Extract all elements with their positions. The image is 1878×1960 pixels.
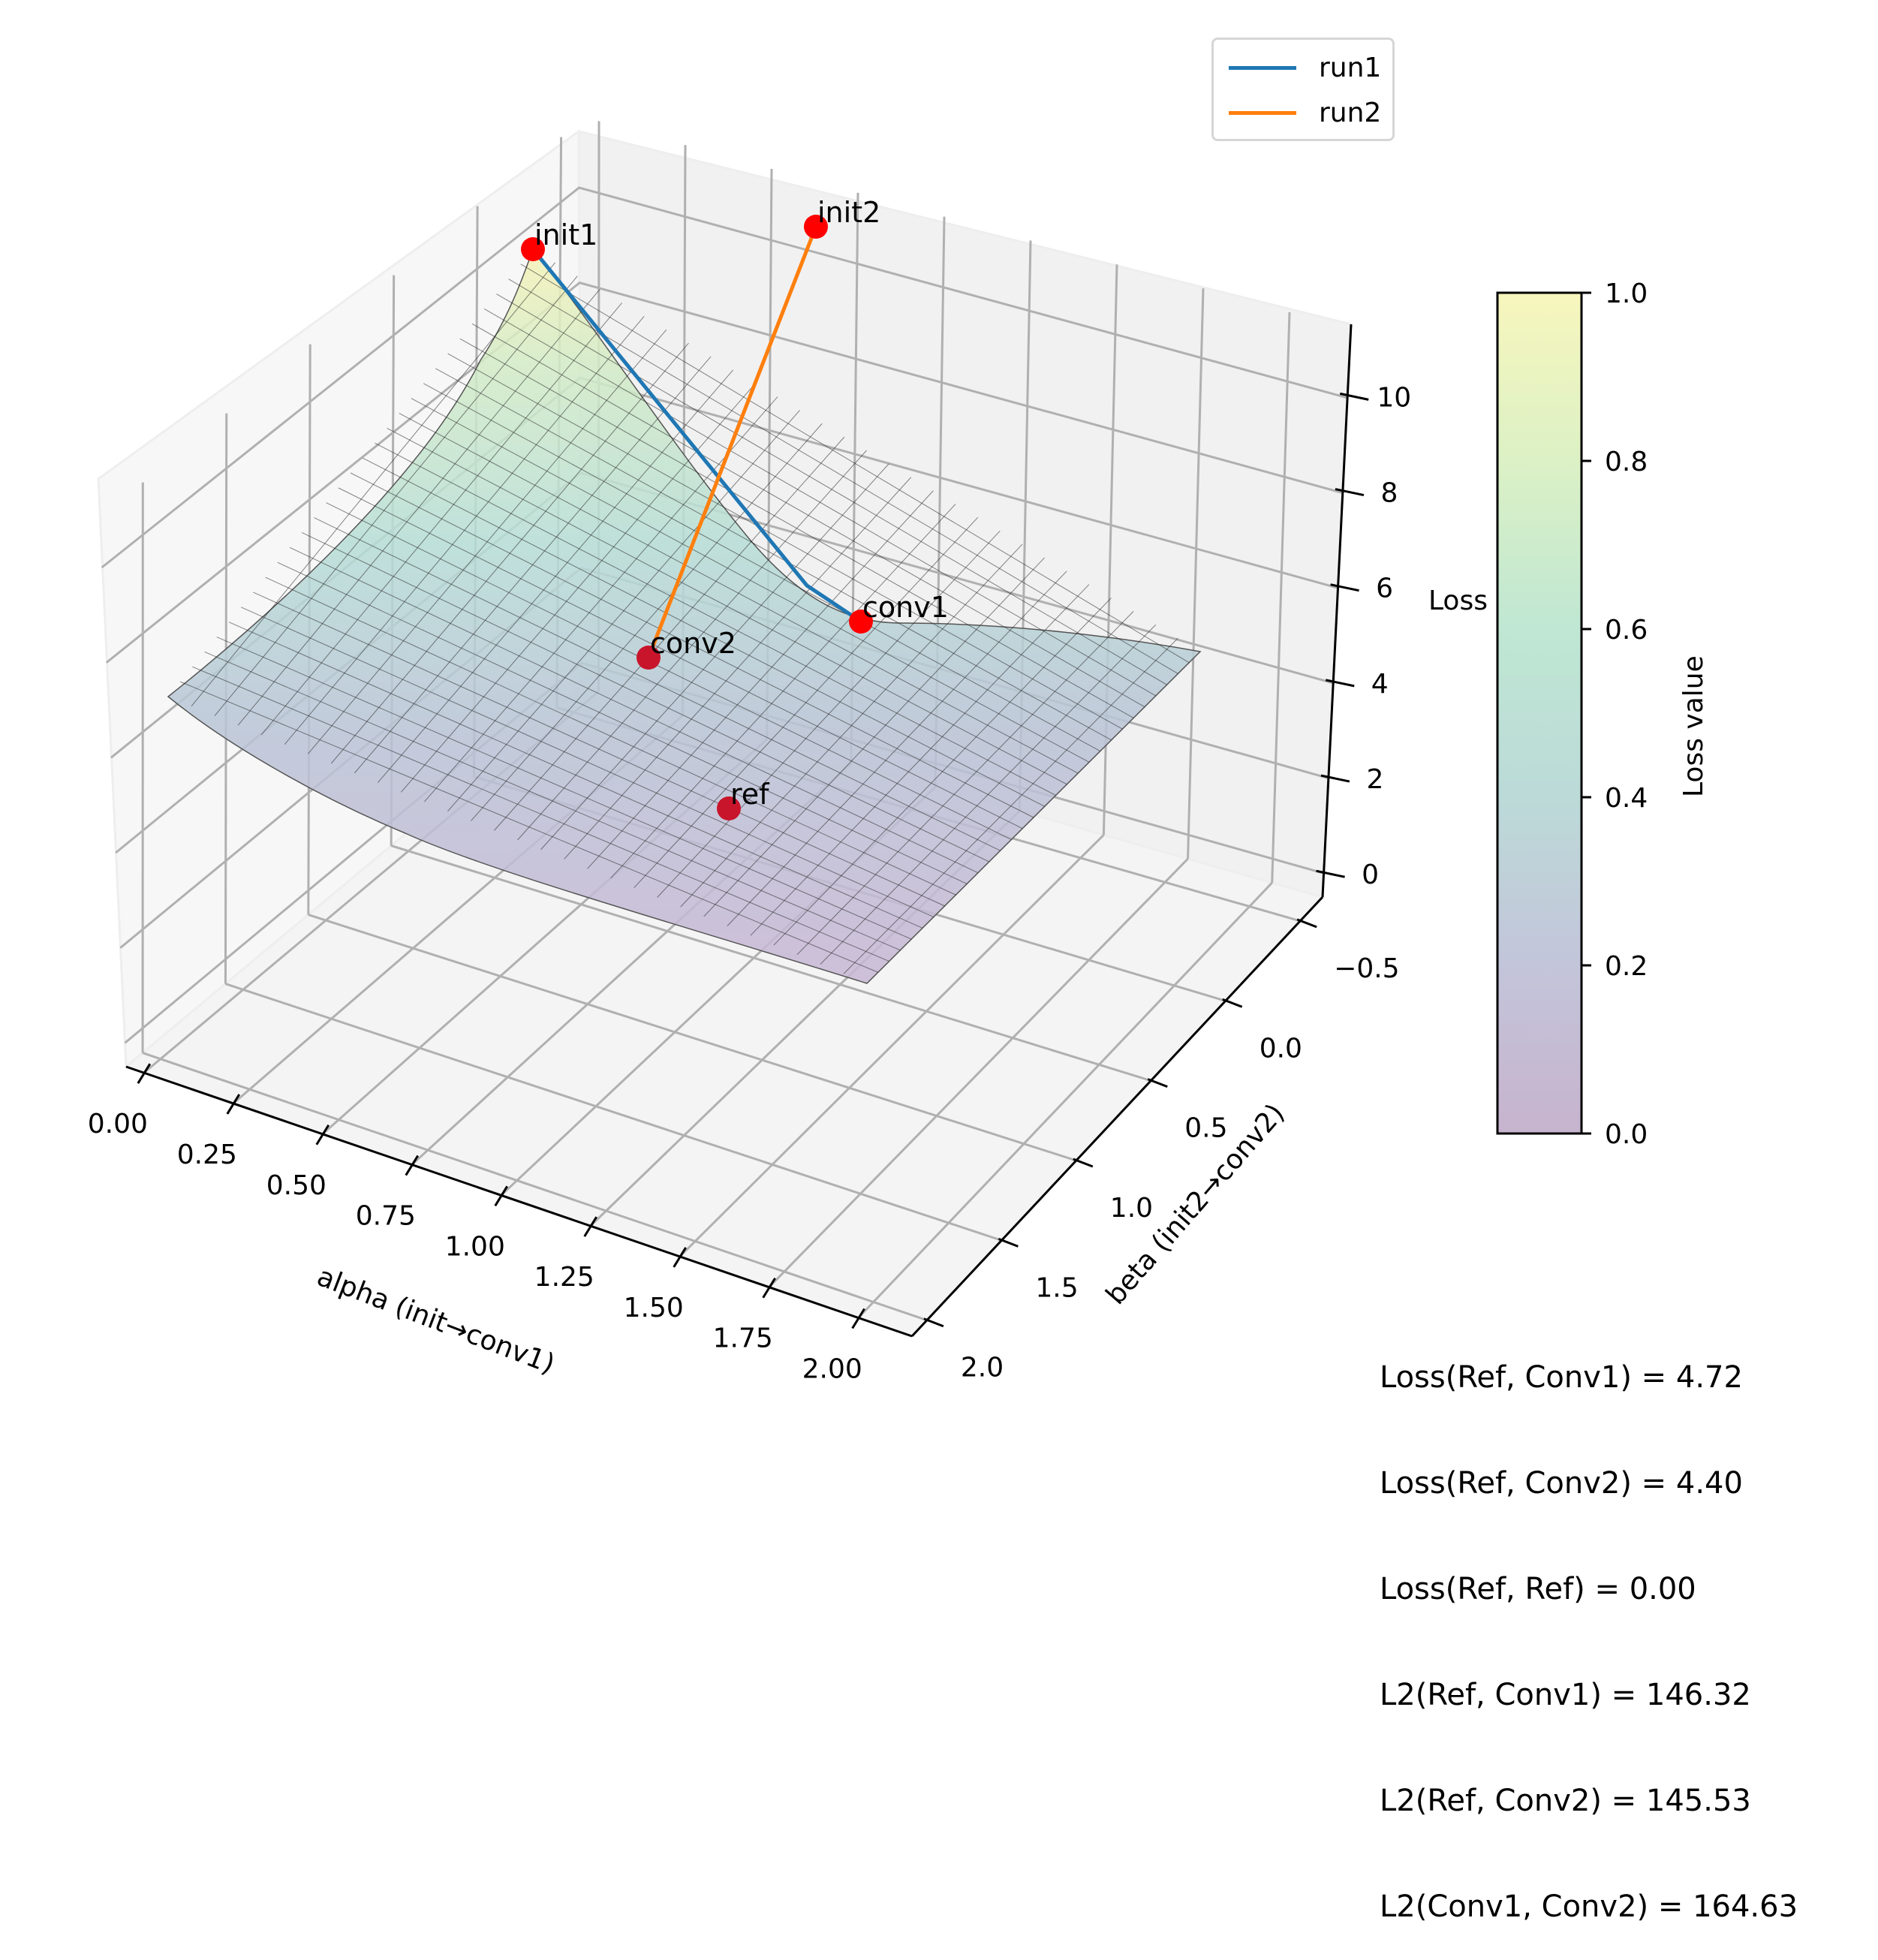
legend: run1 run2 (1211, 38, 1395, 141)
legend-entry-run1: run1 (1214, 49, 1381, 86)
z-axis-label: Loss (1428, 586, 1488, 616)
y-tick (1148, 1079, 1167, 1087)
stat-line: Loss(Ref, Conv2) = 4.40 (1380, 1466, 1798, 1501)
y-tick-label: 0.5 (1184, 1113, 1227, 1144)
legend-entry-run2: run2 (1214, 94, 1381, 131)
z-tick-label: 4 (1371, 669, 1389, 700)
x-tick-label: 0.50 (266, 1170, 327, 1201)
x-tick-label: 1.50 (624, 1293, 684, 1323)
y-tick-label: 0.0 (1260, 1033, 1302, 1064)
y-tick (998, 1239, 1018, 1246)
y-tick-label: 1.0 (1110, 1193, 1153, 1224)
colorbar-label: Loss value (1678, 655, 1709, 797)
x-tick-label: 1.00 (445, 1231, 505, 1262)
stat-line: Loss(Ref, Conv1) = 4.72 (1380, 1360, 1798, 1395)
colorbar-tick-label: 0.2 (1605, 951, 1648, 982)
y-tick (1073, 1159, 1093, 1167)
x-tick-label: 2.00 (802, 1354, 862, 1385)
point-label-init2: init2 (817, 196, 880, 229)
legend-label-run1: run1 (1319, 53, 1381, 83)
y-tick (1223, 999, 1242, 1007)
stat-line: L2(Ref, Conv2) = 145.53 (1380, 1784, 1798, 1819)
colorbar-tick-label: 1.0 (1605, 278, 1648, 309)
stat-line: Loss(Ref, Ref) = 0.00 (1380, 1572, 1798, 1607)
colorbar: 0.0 0.2 0.4 0.6 0.8 1.0 Loss value (1497, 278, 1709, 1150)
z-tick-label: 8 (1380, 478, 1398, 509)
y-tick (924, 1319, 944, 1326)
point-label-conv1: conv1 (862, 591, 949, 624)
legend-label-run2: run2 (1319, 98, 1381, 128)
colorbar-tick-label: 0.0 (1605, 1119, 1648, 1150)
colorbar-tick-label: 0.4 (1605, 783, 1648, 814)
z-tick-label: 2 (1366, 764, 1383, 795)
x-axis-label: alpha (init→conv1) (313, 1261, 559, 1380)
stat-line: L2(Conv1, Conv2) = 164.63 (1380, 1889, 1798, 1925)
y-tick (1297, 920, 1317, 927)
stat-line: L2(Ref, Conv1) = 146.32 (1380, 1678, 1798, 1713)
colorbar-ticks: 0.0 0.2 0.4 0.6 0.8 1.0 (1582, 278, 1648, 1150)
point-label-ref: ref (730, 778, 770, 811)
stats-annotation: Loss(Ref, Conv1) = 4.72 Loss(Ref, Conv2)… (1380, 1290, 1798, 1960)
point-label-init1: init1 (534, 218, 597, 251)
legend-swatch-run2 (1229, 111, 1296, 115)
z-tick-label: 0 (1362, 860, 1379, 890)
y-tick-label: 2.0 (961, 1353, 1004, 1383)
y-tick-label: −0.5 (1334, 953, 1399, 984)
z-tick-label: 6 (1376, 574, 1393, 604)
legend-swatch-run1 (1229, 66, 1296, 70)
z-tick-label: 10 (1377, 382, 1411, 413)
y-tick-label: 1.5 (1035, 1272, 1078, 1303)
x-tick-label: 0.25 (177, 1140, 237, 1170)
point-label-conv2: conv2 (650, 627, 736, 660)
x-tick-label: 0.00 (88, 1109, 148, 1140)
x-tick-label: 0.75 (356, 1201, 416, 1232)
x-tick-label: 1.25 (534, 1262, 594, 1293)
colorbar-tick-label: 0.6 (1605, 615, 1648, 646)
colorbar-tick-label: 0.8 (1605, 447, 1648, 477)
colorbar-fill (1497, 293, 1582, 1134)
x-tick-label: 1.75 (713, 1323, 773, 1354)
